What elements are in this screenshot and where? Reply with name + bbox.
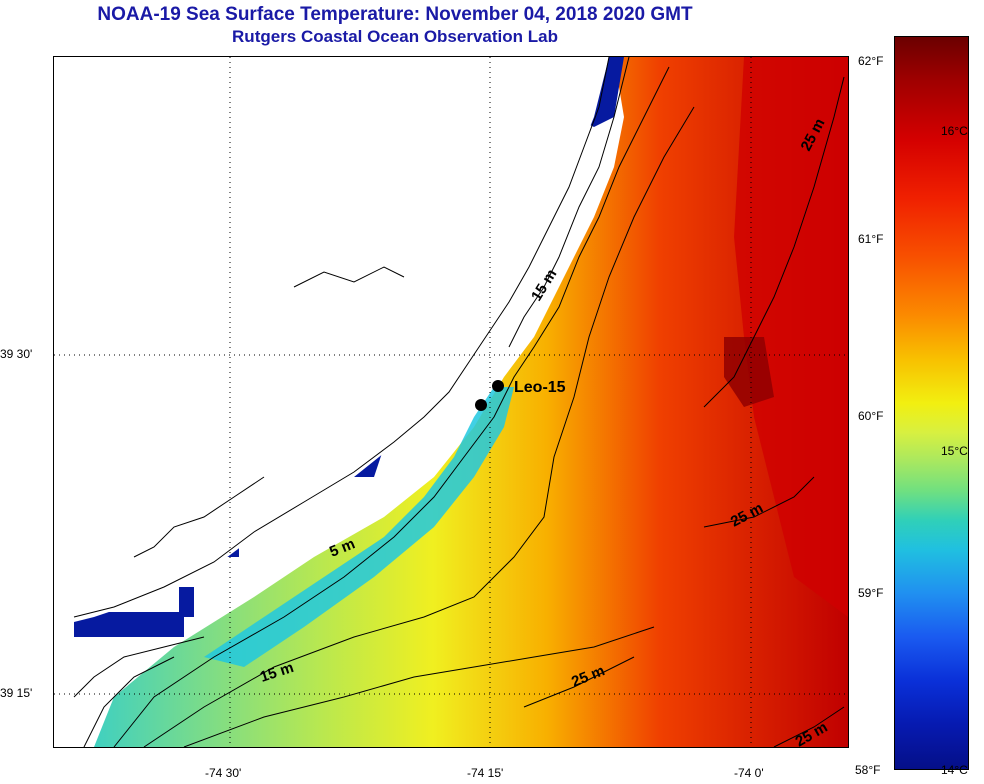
cbar-c-14: 14°C <box>941 763 968 777</box>
temperature-colorbar <box>894 36 969 770</box>
lon-label-1: -74 30' <box>205 766 242 780</box>
land <box>54 57 609 627</box>
land-lower <box>54 637 94 747</box>
graticule <box>54 57 848 747</box>
cbar-f-61: 61°F <box>858 232 884 246</box>
cool-band <box>204 387 514 667</box>
cbar-f-58: 58°F <box>855 763 881 777</box>
sst-field <box>94 57 848 747</box>
map-title: NOAA-19 Sea Surface Temperature: Novembe… <box>97 4 693 25</box>
map-subtitle: Rutgers Coastal Ocean Observation Lab <box>232 27 558 46</box>
cbar-c-15: 15°C <box>941 444 968 458</box>
cbar-f-62: 62°F <box>858 54 884 68</box>
station-marker-secondary <box>475 399 487 411</box>
warm-core <box>734 57 848 617</box>
hot-spot <box>724 337 774 407</box>
station-label: Leo-15 <box>514 379 566 396</box>
lon-label-3: -74 0' <box>734 766 764 780</box>
cbar-f-60: 60°F <box>858 409 884 423</box>
bathymetry-contours <box>113 66 845 747</box>
cbar-f-59: 59°F <box>858 586 884 600</box>
sst-map: 5 m 15 m 15 m 25 m 25 m 25 m 25 m Leo-15 <box>53 56 849 748</box>
lat-label-1: 39 30' <box>0 347 33 361</box>
cbar-c-16: 16°C <box>941 124 968 138</box>
lon-label-2: -74 15' <box>467 766 504 780</box>
lat-label-2: 39 15' <box>0 686 33 700</box>
station-marker-leo15 <box>492 380 504 392</box>
